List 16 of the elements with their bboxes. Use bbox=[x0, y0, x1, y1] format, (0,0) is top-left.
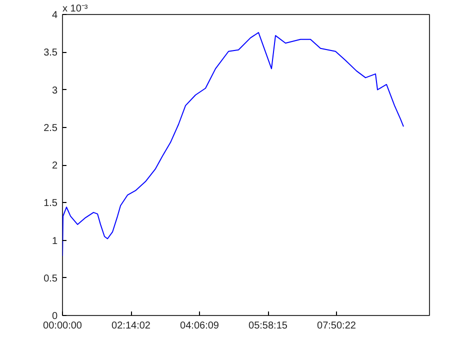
x-tick-label: 04:06:09 bbox=[180, 320, 220, 332]
y-tick-label: 2.5 bbox=[44, 122, 58, 134]
x-tick-label: 02:14:02 bbox=[112, 320, 151, 332]
y-tick-label: 4 bbox=[52, 10, 58, 21]
y-tick-label: 1 bbox=[52, 236, 58, 247]
x-tick-label: 07:50:22 bbox=[317, 320, 356, 332]
line-series bbox=[62, 32, 404, 257]
x-tick-label: 00:00:00 bbox=[43, 320, 82, 332]
y-tick-label: 0.5 bbox=[44, 273, 58, 284]
y-tick-label: 0 bbox=[52, 311, 58, 322]
y-tick-label: 3 bbox=[52, 85, 58, 96]
text: x 10⁻³ bbox=[62, 4, 88, 14]
x-tick-label: 05:58:15 bbox=[248, 320, 288, 332]
y-tick-label: 3.5 bbox=[44, 48, 58, 59]
y-tick-label: 2 bbox=[52, 160, 58, 172]
y-tick-label: 1.5 bbox=[44, 198, 58, 210]
